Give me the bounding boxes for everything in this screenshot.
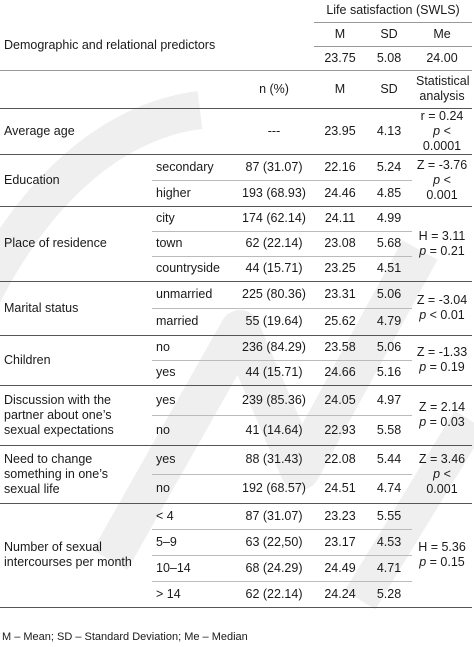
table-row: higher 193 (68.93) 24.46 4.85 — [0, 179, 472, 206]
table-row: countryside 44 (15.71) 23.25 4.51 — [0, 255, 472, 281]
table-row: yes 44 (15.71) 24.66 5.16 — [0, 359, 472, 385]
overall-me: 24.00 — [412, 45, 473, 70]
table-row: town 62 (22.14) 23.08 5.68 — [0, 230, 472, 256]
table-row: 5–9 63 (22,50) 23.17 4.53 — [0, 528, 472, 555]
row-label-residence: Place of residence — [0, 205, 152, 281]
table-row: married 55 (19.64) 25.62 4.79 — [0, 307, 472, 335]
row-label-intercourse: Number of sexual intercourses per month — [0, 502, 152, 608]
overall-m: 23.75 — [314, 45, 366, 70]
header-blank — [0, 0, 152, 22]
table-row: no 41 (14.64) 22.93 5.58 — [0, 414, 472, 445]
table-row: 10–14 68 (24.29) 24.49 4.71 — [0, 554, 472, 581]
row-label-education: Education — [0, 153, 152, 206]
col-n-header: n (%) — [234, 69, 314, 108]
table-row: Place of residence city 174 (62.14) 24.1… — [0, 205, 473, 281]
col-m-header: M — [314, 21, 366, 46]
col-sd-header: SD — [366, 21, 412, 46]
table-row: Need to change something in one’s sexual l… — [0, 444, 473, 503]
overall-sd: 5.08 — [366, 45, 412, 70]
table-row: Average age --- 23.95 4.13 r = 0.24 p < 0… — [0, 107, 473, 154]
table-row: no 192 (68.57) 24.51 4.74 — [0, 473, 472, 503]
row-label-age: Average age — [0, 107, 234, 154]
row-label-children: Children — [0, 334, 152, 385]
row-label-change: Need to change something in one’s sexual l… — [0, 444, 152, 503]
life-satisfaction-header: Life satisfaction (SWLS) — [326, 3, 460, 18]
table-row: > 14 62 (22.14) 24.24 5.28 — [0, 580, 472, 608]
table-row: Marital status unmarried 225 (80.36) 23.… — [0, 280, 473, 335]
results-table: Life satisfaction (SWLS) Demographic and… — [0, 0, 473, 608]
table-row: Children no 236 (84.29) 23.58 5.06 Z = -… — [0, 334, 473, 385]
table-row: Education secondary 87 (31.07) 22.16 5.2… — [0, 153, 473, 206]
col-me-header: Me — [412, 21, 473, 46]
table-row: Number of sexual intercourses per month <… — [0, 502, 473, 608]
table-footnote: M – Mean; SD – Standard Deviation; Me – … — [2, 631, 248, 643]
col-stat-header: Statistical analysis — [412, 69, 473, 108]
col-m2-header: M — [314, 69, 366, 108]
row-label-marital: Marital status — [0, 280, 152, 335]
col-sd2-header: SD — [366, 69, 412, 108]
table-row: Discussion with the partner about one’s se… — [0, 384, 473, 445]
row-label-discussion: Discussion with the partner about one’s se… — [0, 384, 152, 445]
predictors-label: Demographic and relational predictors — [4, 38, 216, 53]
